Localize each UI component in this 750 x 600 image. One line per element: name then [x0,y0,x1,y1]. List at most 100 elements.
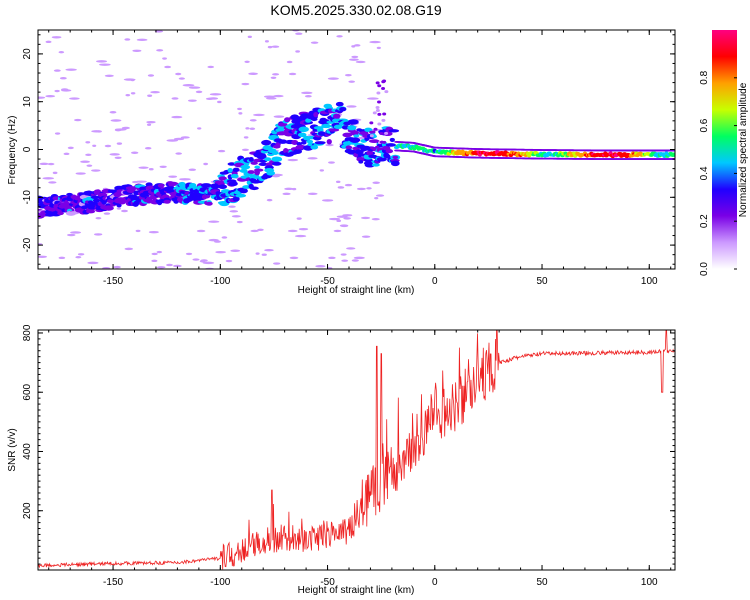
spectrogram-cell [258,162,268,167]
spectrogram-cell [92,198,101,203]
spectrogram-cell [307,157,318,160]
spectrogram-cell [196,229,206,233]
spectrogram-cell [388,129,400,133]
spectrogram-cell [147,94,153,97]
spectrogram-cell [314,141,326,145]
spectrogram-cell [47,162,55,166]
spectrogram-cell [342,132,353,138]
spectrogram-cell [80,160,90,163]
spectrogram-cell [385,143,396,147]
spectrogram-cell [300,140,307,145]
spectrogram-cell [333,124,343,130]
spectrogram-cell [294,234,307,238]
y-tick-label: 10 [22,96,33,108]
spectrogram-cell [171,115,183,119]
spectrogram-cell [273,115,285,118]
spectrogram-cell [270,76,277,79]
spectrogram-cell [313,111,319,118]
spectrogram-cell [273,94,284,98]
spectrogram-cell [247,170,255,174]
spectrogram-cell [95,60,108,63]
colorbar-label: Normalized spectral amplitude [738,82,749,217]
spectrogram-cell [175,72,182,76]
spectrogram-cell [271,156,283,162]
spectrogram-cell [328,217,341,221]
spectrogram-cell [376,156,387,162]
spectrogram-cell [171,97,179,100]
spectrogram-cell [59,77,67,80]
spectrogram-cell [336,219,342,223]
spectrogram-cell [249,119,257,122]
spectrogram-cell [266,170,276,176]
colorbar [712,30,737,269]
spectrogram-cell [316,128,324,132]
spectrogram-cell [93,233,103,236]
spectrogram-cell [284,187,294,191]
spectrogram-cell [104,74,114,77]
snr-frame [37,329,676,571]
spectrogram-cell [247,35,252,39]
spectrogram-cell [70,231,82,234]
spectrogram-cell [372,147,377,151]
spectrogram-cell [39,162,49,166]
spectrogram-cell [98,63,111,66]
spectrogram-cell [377,100,382,104]
spectrogram-cell [271,161,282,166]
spectrogram-cell [150,90,160,94]
spectrogram-cell [374,196,379,200]
spectrogram-cell [375,194,385,197]
spectrogram-cell [66,192,73,197]
spectrogram-cell [381,87,386,91]
spectrogram-cell [185,252,193,256]
spectrogram-cell [347,125,357,131]
spectrogram-cell [328,256,336,260]
spectrogram-cell [92,144,97,148]
spectrogram-cell [375,106,380,110]
spectrogram-cell [180,136,190,139]
spectrogram-cell [132,49,142,52]
spectrogram-cell [384,90,389,94]
spectrogram-cell [52,171,58,175]
spectrogram-cell [197,127,202,130]
spectrogram-cell [371,163,380,167]
colorbar-tick-label: 0.4 [699,166,710,180]
spectrogram-cell [227,162,236,166]
snr-series-line [38,330,675,570]
spectrogram-cell [351,45,356,48]
snr-x-axis: -150 -100 -50 0 50 100 [48,330,672,588]
spectrogram-cell [95,216,102,220]
spectrogram-cell [86,164,93,167]
spectrogram-cell [239,168,248,173]
spectrogram-cell [156,250,163,254]
spectrogram-cell [361,235,371,238]
spectrogram-cell [328,161,335,164]
spectrogram-cell [340,224,349,228]
spectrogram-cell [321,123,332,129]
spectrogram-cell [232,196,240,202]
spectrogram-y-label: Frequency (Hz) [7,116,18,185]
spectrogram-cell [103,212,111,215]
spectrogram-cell [346,247,356,250]
x-tick-label: 50 [536,577,548,588]
spectrogram-cell [168,175,178,178]
spectrogram-cell [343,217,352,220]
spectrogram-cell [366,187,372,190]
spectrogram-cell [151,259,158,263]
spectrogram-cell [261,139,272,146]
spectrogram-cell [215,250,227,254]
spectrogram-cell [277,122,288,127]
spectrogram-cell [336,35,343,38]
spectrogram-cell [289,256,299,260]
spectrogram-cell [249,127,256,130]
spectrogram-cell [282,192,291,196]
spectrogram-cell [363,158,373,163]
spectrogram-cell [146,120,156,124]
spectrogram-cell [67,146,74,150]
spectrogram-cell [319,169,325,172]
spectrogram-cell [163,199,171,204]
spectrogram-cell [182,84,195,87]
spectrogram-cell [375,81,380,85]
spectrogram-cell [45,40,52,44]
spectrogram-cell [69,97,80,100]
spectrogram-cell [207,65,215,69]
